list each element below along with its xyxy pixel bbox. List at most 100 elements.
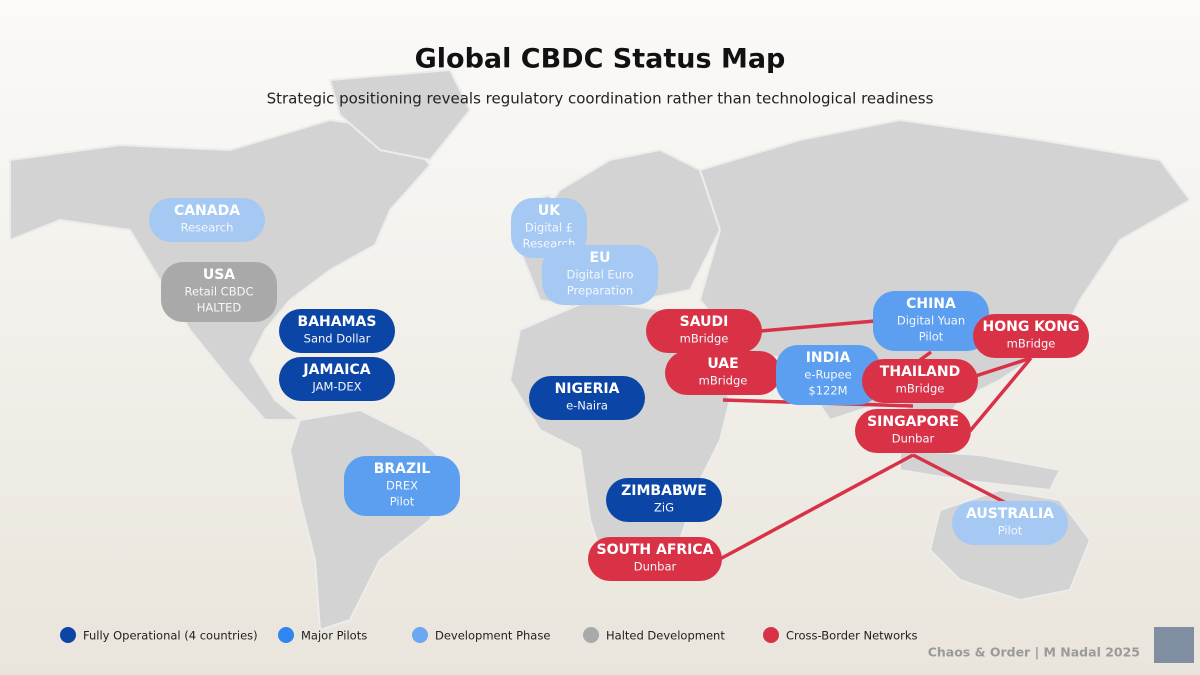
legend: Fully Operational (4 countries) Major Pil…	[60, 627, 917, 643]
legend-dot	[583, 627, 599, 643]
pill-background	[588, 537, 722, 581]
country-name: BAHAMAS	[298, 314, 377, 330]
country-name: UK	[538, 203, 561, 219]
country-detail: mBridge	[699, 374, 748, 388]
subtitle: Strategic positioning reveals regulatory…	[267, 90, 934, 108]
network-link	[918, 350, 933, 362]
country-pill: CHINA Digital Yuan Pilot	[873, 291, 989, 351]
country-pill: NIGERIA e-Naira	[529, 376, 645, 420]
pill-background	[279, 309, 395, 353]
country-name: USA	[203, 267, 235, 283]
greenland	[328, 68, 472, 162]
country-detail: Retail CBDC	[185, 285, 254, 299]
pill-background	[279, 357, 395, 401]
country-detail: ZiG	[654, 501, 674, 515]
country-detail: e-Rupee	[804, 368, 851, 382]
credit-image	[1154, 627, 1194, 663]
country-detail: DREX	[386, 479, 418, 493]
country-name: CANADA	[174, 203, 240, 219]
legend-label: Cross-Border Networks	[786, 629, 917, 643]
network-link	[968, 356, 1033, 433]
country-pill: SAUDI mBridge	[646, 309, 762, 353]
pill-background	[542, 245, 658, 305]
country-name: JAMAICA	[302, 362, 370, 378]
pill-background	[973, 314, 1089, 358]
legend-label: Development Phase	[435, 629, 550, 643]
network-link	[912, 453, 1011, 507]
country-pill: USA Retail CBDC HALTED	[161, 262, 277, 322]
pill-background	[529, 376, 645, 420]
country-name: INDIA	[806, 350, 851, 366]
country-detail: e-Naira	[566, 399, 608, 413]
pill-background	[952, 501, 1068, 545]
country-detail: mBridge	[1007, 337, 1056, 351]
country-detail: Dunbar	[634, 560, 677, 574]
country-pill: BRAZIL DREX Pilot	[344, 456, 460, 516]
pill-background	[855, 409, 971, 453]
country-name: CHINA	[906, 296, 956, 312]
country-detail: JAM-DEX	[311, 380, 361, 394]
pill-background	[665, 351, 781, 395]
legend-label: Halted Development	[606, 629, 725, 643]
country-detail: Sand Dollar	[304, 332, 371, 346]
country-detail: Digital £	[525, 221, 573, 235]
pill-background	[606, 478, 722, 522]
country-labels: CANADA Research USA Retail CBDC HALTED BAHAMA…	[149, 198, 1089, 581]
country-name: UAE	[707, 356, 738, 372]
country-pill: ZIMBABWE ZiG	[606, 478, 722, 522]
legend-label: Major Pilots	[301, 629, 367, 643]
country-detail: HALTED	[197, 301, 242, 315]
country-name: AUSTRALIA	[966, 506, 1054, 522]
network-link	[719, 453, 914, 561]
country-detail: Dunbar	[892, 432, 935, 446]
country-name: THAILAND	[880, 364, 960, 380]
country-name: NIGERIA	[555, 381, 620, 397]
pill-background	[873, 291, 989, 351]
country-name: SINGAPORE	[867, 414, 959, 430]
title: Global CBDC Status Map	[415, 44, 786, 75]
country-pill: INDIA e-Rupee $122M	[776, 345, 880, 405]
pill-background	[646, 309, 762, 353]
country-pill: THAILAND mBridge	[862, 359, 978, 403]
pill-background	[862, 359, 978, 403]
pill-background	[161, 262, 277, 322]
legend-dot	[278, 627, 294, 643]
legend-dot	[412, 627, 428, 643]
country-pill: EU Digital Euro Preparation	[542, 245, 658, 305]
country-pill: AUSTRALIA Pilot	[952, 501, 1068, 545]
country-pill: CANADA Research	[149, 198, 265, 242]
pill-background	[344, 456, 460, 516]
pill-background	[511, 198, 587, 258]
country-pill: SINGAPORE Dunbar	[855, 409, 971, 453]
legend-dot	[763, 627, 779, 643]
pill-background	[776, 345, 880, 405]
credit: Chaos & Order | M Nadal 2025	[928, 645, 1140, 660]
network-link	[759, 319, 876, 333]
country-detail: Pilot	[390, 495, 415, 509]
country-detail: mBridge	[680, 332, 729, 346]
country-pill: SOUTH AFRICA Dunbar	[588, 537, 722, 581]
indonesia	[899, 448, 1062, 492]
country-name: EU	[590, 250, 611, 266]
country-name: ZIMBABWE	[621, 483, 707, 499]
country-detail: Digital Euro	[566, 268, 633, 282]
country-detail: Pilot	[998, 524, 1023, 538]
country-detail: Digital Yuan	[897, 314, 965, 328]
country-detail: mBridge	[896, 382, 945, 396]
pill-background	[149, 198, 265, 242]
country-detail: $122M	[808, 384, 847, 398]
country-name: SOUTH AFRICA	[597, 542, 714, 558]
country-pill: BAHAMAS Sand Dollar	[279, 309, 395, 353]
country-detail: Research	[181, 221, 234, 235]
legend-label: Fully Operational (4 countries)	[83, 629, 258, 643]
country-name: BRAZIL	[374, 461, 431, 477]
country-name: HONG KONG	[982, 319, 1079, 335]
country-pill: UAE mBridge	[665, 351, 781, 395]
country-detail: Pilot	[919, 330, 944, 344]
country-detail: Preparation	[567, 284, 633, 298]
country-pill: HONG KONG mBridge	[973, 314, 1089, 358]
country-pill: JAMAICA JAM-DEX	[279, 357, 395, 401]
